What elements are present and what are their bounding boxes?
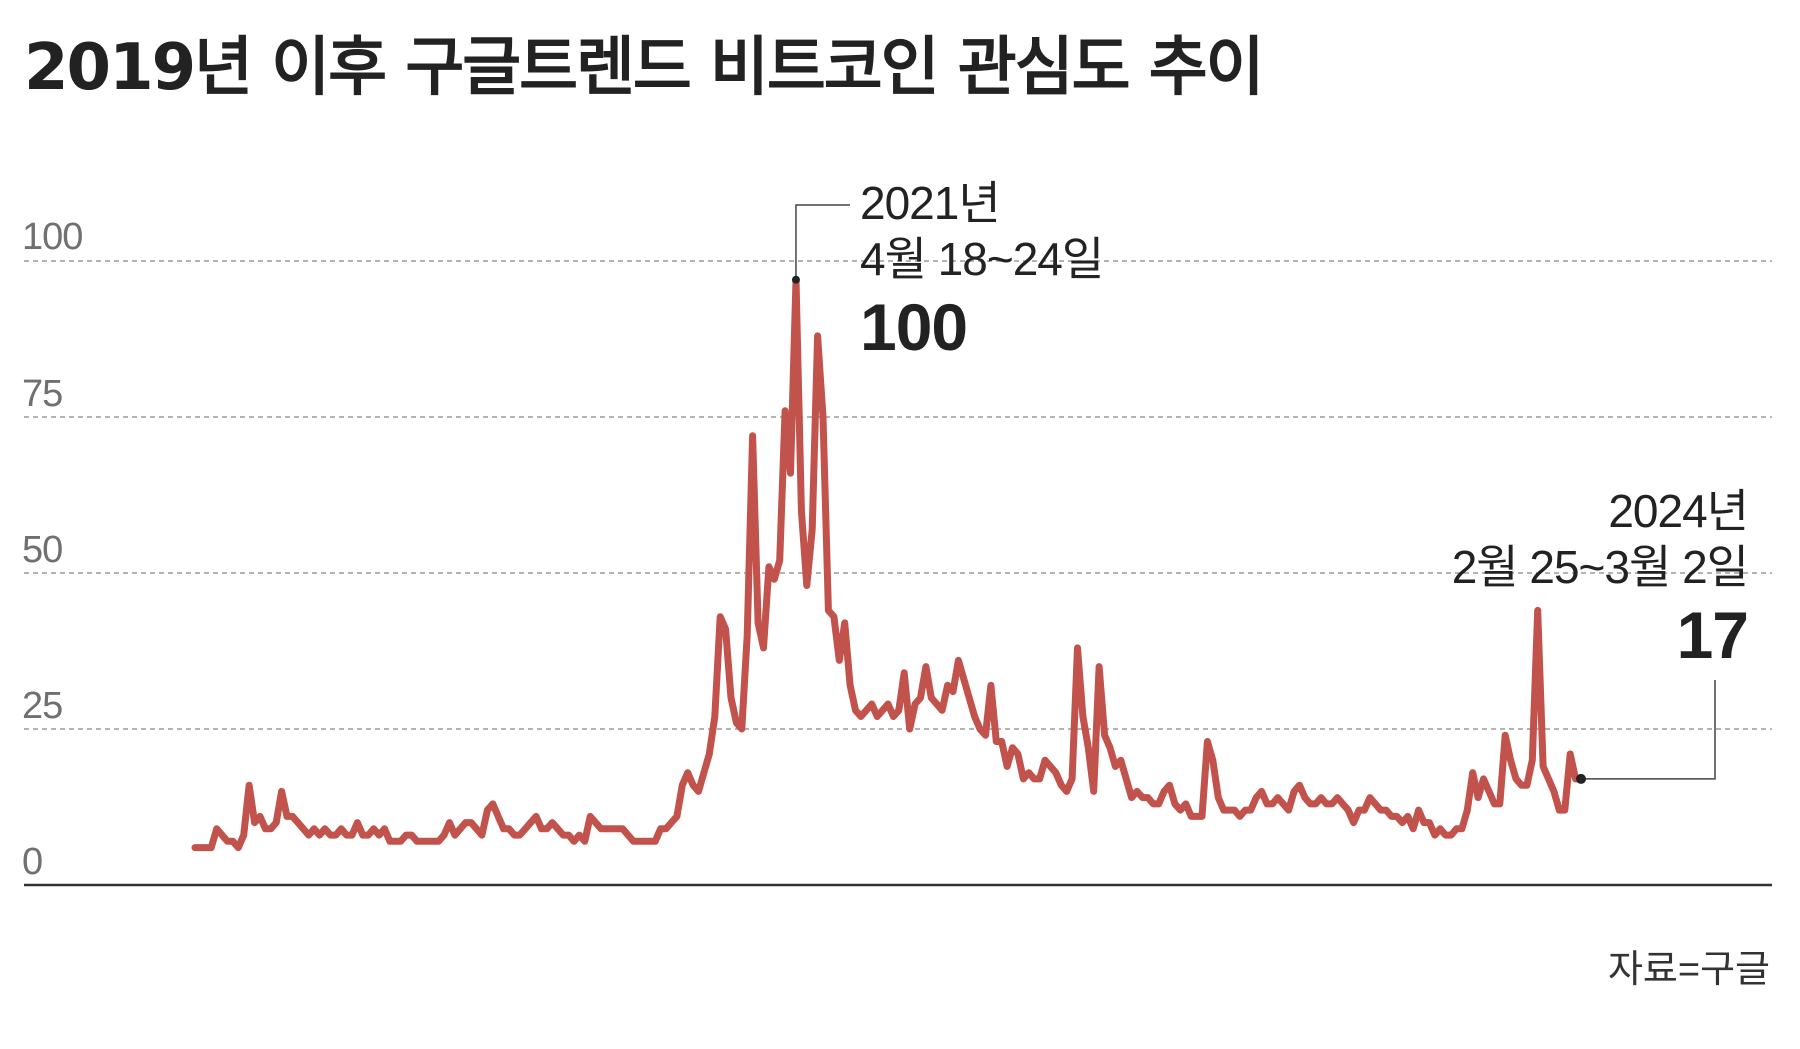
peak-year: 2021년	[860, 177, 1001, 229]
latest-value: 17	[1676, 598, 1749, 672]
peak-leader-line	[795, 204, 850, 280]
peak-value: 100	[860, 290, 968, 364]
chart-title: 2019년 이후 구글트렌드 비트코인 관심도 추이	[24, 31, 1264, 105]
latest-year: 2024년	[1608, 485, 1749, 537]
y-tick-100: 100	[22, 216, 83, 258]
trend-line	[191, 276, 1585, 852]
gridlines	[24, 260, 1772, 730]
latest-marker	[1576, 773, 1586, 784]
peak-marker	[791, 275, 800, 284]
peak-annotation: 2021년 4월 18~24일 100	[860, 177, 1104, 364]
latest-leader-line	[1581, 680, 1716, 780]
latest-date: 2월 25~3월 2일	[1451, 541, 1749, 593]
y-tick-50: 50	[22, 529, 63, 571]
peak-date: 4월 18~24일	[860, 233, 1104, 285]
y-tick-25: 25	[22, 685, 63, 727]
latest-annotation: 2024년 2월 25~3월 2일 17	[1451, 485, 1749, 672]
source-note: 자료=구글	[1607, 949, 1770, 991]
y-tick-0: 0	[22, 841, 43, 883]
y-tick-75: 75	[22, 373, 63, 415]
